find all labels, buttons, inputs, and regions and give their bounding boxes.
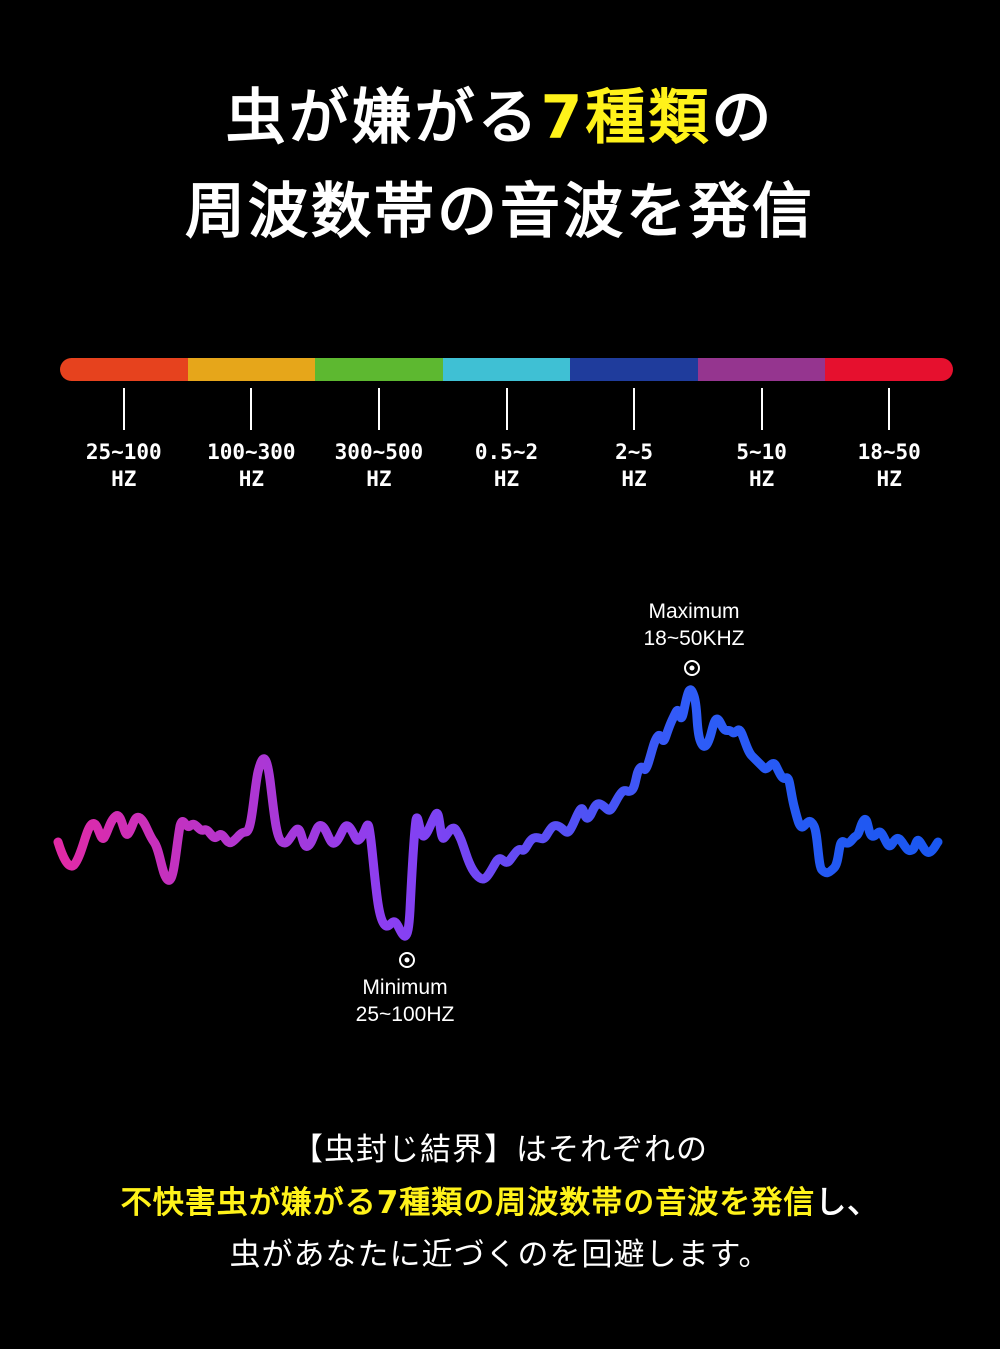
headline-highlight: 7種類 (540, 83, 712, 153)
minimum-title: Minimum (362, 976, 448, 999)
band-label-text: 100~300 (207, 440, 296, 464)
band-tick-line (888, 388, 891, 430)
maximum-title: Maximum (648, 600, 740, 623)
band-label: 300~500 HZ (315, 388, 443, 493)
description-highlight: 不快害虫が嫌がる7種類の周波数帯の音波を発信 (120, 1185, 816, 1221)
band-label-text: HZ (111, 467, 137, 491)
spectrum-segment (60, 358, 188, 381)
description-text: し、 (815, 1185, 880, 1221)
band-label-text: 2~5 (615, 440, 654, 464)
band-label-text: HZ (621, 467, 647, 491)
band-tick-line (250, 388, 253, 430)
minimum-marker-icon (399, 952, 415, 968)
band-label-text: 5~10 (736, 440, 787, 464)
band-label: 18~50 HZ (825, 388, 953, 493)
spectrum-segment (187, 358, 316, 381)
band-label: 25~100 HZ (60, 388, 188, 493)
band-label-text: HZ (493, 467, 520, 491)
maximum-marker-dot (689, 665, 695, 671)
minimum-label: Minimum 25~100HZ (305, 974, 505, 1028)
band-tick-line (505, 388, 508, 430)
band-label: 100~300 HZ (187, 388, 315, 493)
sound-wave-graphic (53, 660, 943, 968)
spectrum-segment (442, 358, 571, 381)
maximum-marker-icon (684, 660, 700, 676)
band-label-text: HZ (876, 467, 902, 491)
band-label-text: 0.5~2 (474, 440, 539, 464)
band-label-text: 25~100 (85, 440, 162, 464)
spectrum-segment (825, 358, 953, 381)
minimum-marker-dot (404, 957, 410, 963)
minimum-range: 25~100HZ (355, 1003, 455, 1026)
headline-text: の (711, 83, 775, 153)
frequency-band-labels: 25~100 HZ 100~300 HZ 300~500 HZ 0.5~2 HZ 2~5 HZ 5~… (60, 388, 953, 508)
frequency-spectrum-bar (60, 358, 953, 381)
description-line-3: 虫があなたに近づくのを回避します。 (229, 1237, 771, 1273)
band-tick-line (760, 388, 763, 430)
band-tick-line (377, 388, 380, 430)
band-label-text: HZ (238, 467, 264, 491)
headline-line-2: 周波数帯の音波を発信 (185, 177, 815, 247)
maximum-range: 18~50KHZ (643, 627, 745, 650)
band-label: 2~5 HZ (570, 388, 698, 493)
band-label-text: 300~500 (334, 440, 424, 464)
sound-wave-line (53, 685, 943, 941)
spectrum-segment (570, 358, 698, 381)
band-label-text: HZ (366, 467, 392, 491)
headline-line-1: 虫が嫌がる7種類の (0, 88, 1000, 148)
band-tick-line (122, 388, 125, 430)
band-label-text: HZ (748, 467, 775, 491)
band-tick-line (633, 388, 636, 430)
band-label: 0.5~2 HZ (443, 388, 571, 493)
spectrum-segment (697, 358, 826, 381)
maximum-label: Maximum 18~50KHZ (594, 598, 794, 652)
spectrum-segment (315, 358, 443, 381)
band-label-text: 18~50 (857, 440, 921, 464)
band-label: 5~10 HZ (698, 388, 826, 493)
description-line-1: 【虫封じ結界】はそれぞれの (292, 1132, 708, 1168)
description-line-2: 不快害虫が嫌がる7種類の周波数帯の音波を発信し、 (0, 1188, 1000, 1219)
headline-text: 虫が嫌がる (225, 83, 541, 153)
